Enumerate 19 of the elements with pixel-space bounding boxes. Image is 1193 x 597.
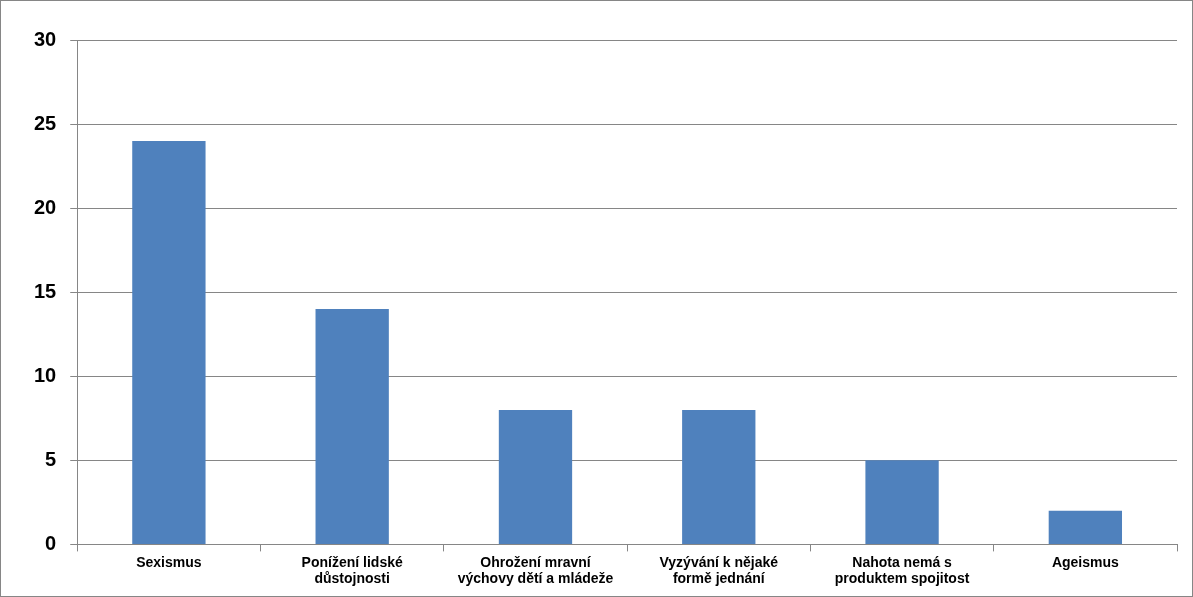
bar (682, 409, 756, 544)
x-tick-label: Sexismus (136, 553, 202, 570)
bar (132, 140, 206, 544)
y-tick-label: 0 (45, 531, 57, 554)
y-tick-label: 15 (34, 279, 57, 302)
y-tick-label: 25 (34, 111, 57, 134)
y-tick-label: 30 (34, 27, 57, 50)
x-tick-label: Ohrožení mravní výchovy dětí a mládeže (457, 553, 614, 587)
bar (1048, 510, 1123, 544)
x-tick-label: Nahota nemá s produktem spojitost (834, 553, 970, 587)
x-tick-label: Ponížení lidské důstojnosti (301, 553, 403, 587)
x-tick-label: Ageismus (1051, 553, 1120, 570)
y-tick-label: 10 (34, 363, 57, 386)
y-tick-label: 20 (34, 195, 57, 218)
y-tick-label: 5 (45, 447, 57, 470)
bar (865, 460, 939, 544)
x-tick-label: Vyzývání k nějaké formě jednání (659, 553, 779, 587)
bar (315, 309, 389, 544)
bar (498, 409, 573, 544)
